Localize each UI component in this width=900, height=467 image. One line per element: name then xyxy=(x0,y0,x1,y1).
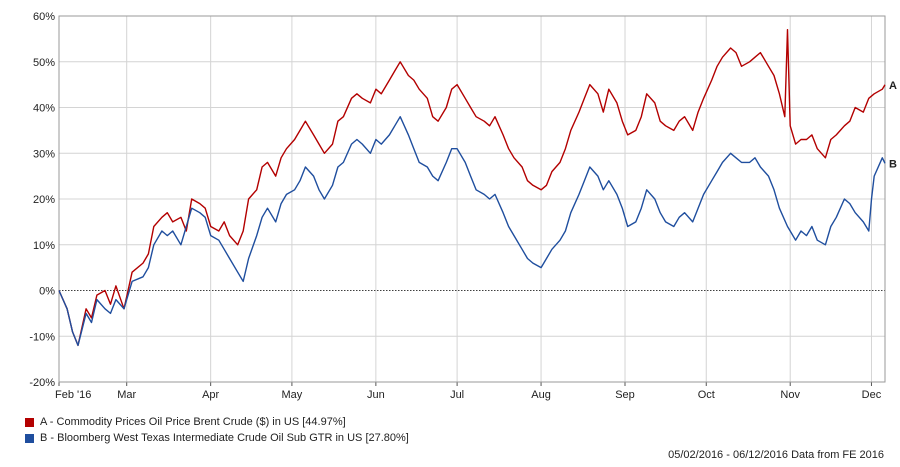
y-tick-label: 60% xyxy=(33,11,55,23)
x-tick-label: May xyxy=(282,389,303,401)
y-tick-label: 10% xyxy=(33,240,55,252)
x-tick-label: Feb '16 xyxy=(55,389,91,401)
x-tick-label: Oct xyxy=(698,389,715,401)
y-tick-label: 30% xyxy=(33,148,55,160)
legend-entry-a: A - Commodity Prices Oil Price Brent Cru… xyxy=(25,414,409,430)
x-tick-label: Aug xyxy=(531,389,551,401)
legend: A - Commodity Prices Oil Price Brent Cru… xyxy=(25,414,409,446)
legend-swatch-b xyxy=(25,433,34,443)
y-tick-label: -20% xyxy=(29,377,55,389)
plot-frame xyxy=(58,15,886,383)
legend-label-a: A - Commodity Prices Oil Price Brent Cru… xyxy=(40,416,346,428)
y-tick-label: 40% xyxy=(33,103,55,115)
series-line-b xyxy=(58,116,886,347)
series-line-a xyxy=(58,29,886,347)
footer-date-range: 05/02/2016 - 06/12/2016 Data from FE 201… xyxy=(668,449,884,461)
y-tick-label: 20% xyxy=(33,194,55,206)
legend-label-b: B - Bloomberg West Texas Intermediate Cr… xyxy=(40,432,409,444)
y-tick-label: -10% xyxy=(29,331,55,343)
x-tick-label: Dec xyxy=(862,389,882,401)
x-tick-label: Mar xyxy=(117,389,136,401)
line-chart: -20% -10% 0% 10% 20% 30% 40% 50% 60% Feb '16 Mar Ap… xyxy=(29,11,897,401)
x-tick-label: Jun xyxy=(367,389,385,401)
legend-swatch-a xyxy=(25,417,34,427)
x-tick-label: Apr xyxy=(202,389,219,401)
x-tick-label: Sep xyxy=(615,389,635,401)
x-tick-label: Nov xyxy=(780,389,800,401)
y-tick-label: 0% xyxy=(39,286,55,298)
y-tick-label: 50% xyxy=(33,57,55,69)
x-tick-label: Jul xyxy=(450,389,464,401)
legend-entry-b: B - Bloomberg West Texas Intermediate Cr… xyxy=(25,430,409,446)
series-end-label-b: B xyxy=(889,158,897,170)
series-end-label-a: A xyxy=(889,80,897,92)
